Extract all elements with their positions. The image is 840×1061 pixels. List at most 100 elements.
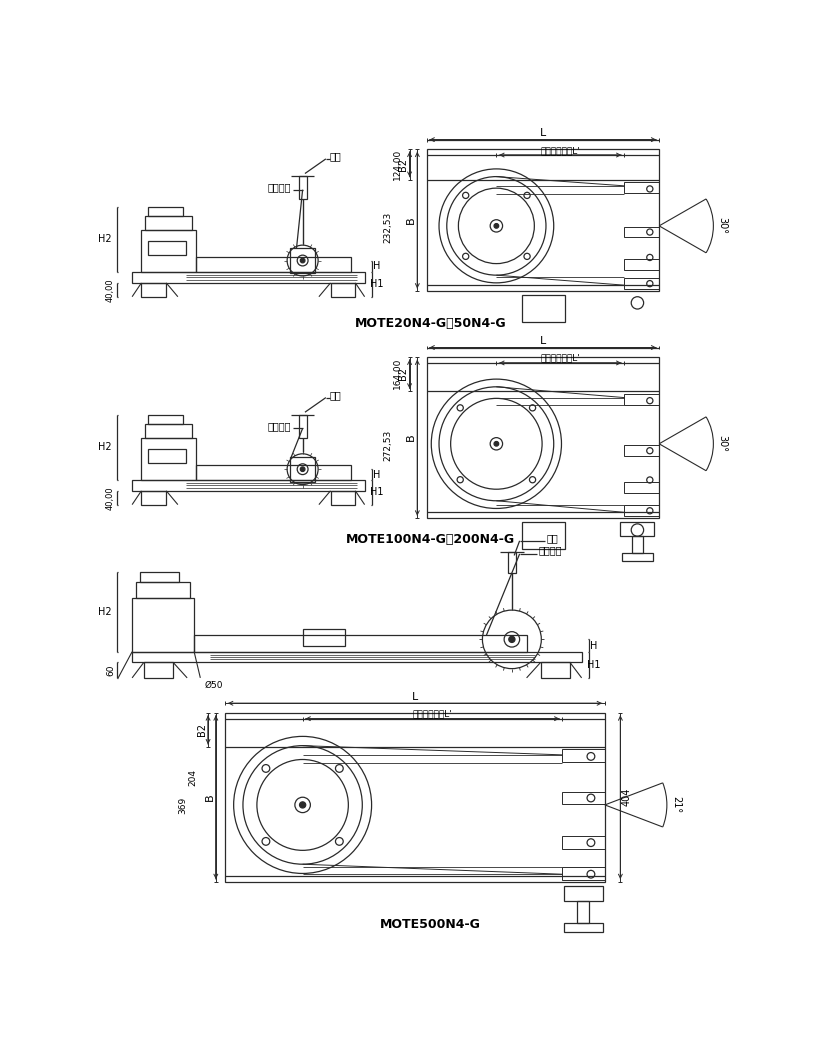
Text: L: L bbox=[412, 692, 418, 702]
Text: H1: H1 bbox=[370, 487, 384, 498]
Bar bbox=[577, 901, 590, 923]
Text: 转盘手柄: 转盘手柄 bbox=[267, 182, 291, 192]
Bar bbox=[624, 182, 659, 193]
Bar bbox=[299, 176, 307, 198]
Text: H1: H1 bbox=[587, 660, 601, 669]
Bar bbox=[148, 207, 182, 215]
Bar bbox=[141, 230, 196, 272]
Circle shape bbox=[494, 441, 499, 446]
Text: B: B bbox=[406, 215, 416, 224]
Text: 124,00: 124,00 bbox=[392, 149, 402, 180]
Text: B: B bbox=[205, 794, 215, 801]
Circle shape bbox=[301, 258, 305, 263]
Circle shape bbox=[300, 802, 306, 808]
Text: MOTE20N4-G、50N4-G: MOTE20N4-G、50N4-G bbox=[354, 317, 507, 330]
Bar bbox=[194, 634, 528, 651]
Text: H: H bbox=[373, 470, 381, 480]
Bar bbox=[225, 713, 605, 882]
Bar bbox=[148, 449, 186, 463]
Bar bbox=[299, 415, 307, 437]
Text: 转盘手柄: 转盘手柄 bbox=[539, 545, 563, 555]
Text: 30°: 30° bbox=[717, 435, 727, 452]
Bar bbox=[144, 662, 173, 678]
Bar bbox=[291, 248, 315, 273]
Bar bbox=[132, 597, 194, 651]
Bar bbox=[624, 505, 659, 516]
Text: 369: 369 bbox=[178, 797, 187, 814]
Bar bbox=[302, 628, 345, 645]
Text: MOTE500N4-G: MOTE500N4-G bbox=[380, 918, 481, 930]
Text: B: B bbox=[406, 434, 416, 441]
Bar bbox=[562, 867, 605, 880]
Circle shape bbox=[494, 224, 499, 228]
Bar bbox=[136, 582, 190, 597]
Bar bbox=[330, 491, 355, 505]
Bar bbox=[196, 465, 350, 480]
Bar bbox=[632, 536, 643, 553]
Bar bbox=[140, 572, 179, 582]
Text: 摇杆: 摇杆 bbox=[330, 390, 342, 400]
Text: H: H bbox=[591, 641, 598, 650]
Bar bbox=[141, 437, 196, 480]
Bar bbox=[132, 651, 581, 662]
Bar bbox=[562, 836, 605, 849]
Bar bbox=[522, 522, 564, 550]
Text: H2: H2 bbox=[98, 607, 112, 618]
Bar bbox=[624, 394, 659, 404]
Text: 272,53: 272,53 bbox=[383, 430, 392, 460]
Text: 最大有效长度L': 最大有效长度L' bbox=[540, 146, 580, 155]
Bar bbox=[145, 215, 192, 230]
Text: L: L bbox=[540, 128, 546, 139]
Bar bbox=[624, 227, 659, 238]
Bar bbox=[148, 415, 182, 423]
Bar bbox=[624, 278, 659, 289]
Bar bbox=[541, 662, 570, 678]
Text: B2: B2 bbox=[398, 367, 408, 380]
Bar bbox=[330, 283, 355, 297]
Bar bbox=[291, 457, 315, 482]
Circle shape bbox=[301, 467, 305, 471]
Text: H2: H2 bbox=[98, 442, 112, 452]
Bar bbox=[564, 923, 602, 932]
Bar bbox=[196, 257, 350, 272]
Bar bbox=[141, 283, 166, 297]
Bar bbox=[132, 272, 365, 283]
Bar bbox=[141, 491, 166, 505]
Text: 最大有效长度L': 最大有效长度L' bbox=[412, 710, 452, 718]
Text: L: L bbox=[540, 336, 546, 346]
Bar bbox=[624, 483, 659, 493]
Text: H: H bbox=[373, 261, 381, 272]
Bar bbox=[562, 792, 605, 804]
Bar bbox=[522, 295, 564, 323]
Bar bbox=[145, 423, 192, 437]
Text: 164,00: 164,00 bbox=[392, 358, 402, 389]
Text: 摇杆: 摇杆 bbox=[547, 533, 559, 543]
Text: Ø50: Ø50 bbox=[204, 681, 223, 690]
Text: H1: H1 bbox=[370, 279, 384, 290]
Bar bbox=[427, 149, 659, 292]
Text: 21°: 21° bbox=[671, 797, 681, 814]
Text: 30°: 30° bbox=[717, 218, 727, 234]
Circle shape bbox=[509, 637, 515, 643]
Bar bbox=[148, 241, 186, 255]
Bar bbox=[508, 552, 516, 573]
Bar bbox=[624, 259, 659, 269]
Text: 232,53: 232,53 bbox=[383, 212, 392, 243]
Bar bbox=[564, 886, 602, 901]
Text: 40,00: 40,00 bbox=[106, 486, 115, 509]
Text: H2: H2 bbox=[98, 234, 112, 244]
Text: 60: 60 bbox=[106, 664, 115, 676]
Bar bbox=[621, 522, 654, 536]
Text: 转盘手柄: 转盘手柄 bbox=[267, 421, 291, 431]
Bar bbox=[624, 446, 659, 456]
Text: 40,00: 40,00 bbox=[106, 278, 115, 301]
Bar bbox=[427, 356, 659, 519]
Text: B2: B2 bbox=[398, 158, 408, 171]
Text: MOTE100N4-G、200N4-G: MOTE100N4-G、200N4-G bbox=[346, 533, 515, 545]
Text: 204: 204 bbox=[188, 769, 197, 786]
Bar bbox=[562, 749, 605, 762]
Text: 摇杆: 摇杆 bbox=[330, 152, 342, 161]
Bar bbox=[622, 553, 653, 561]
Text: B2: B2 bbox=[197, 723, 207, 736]
Bar bbox=[132, 480, 365, 491]
